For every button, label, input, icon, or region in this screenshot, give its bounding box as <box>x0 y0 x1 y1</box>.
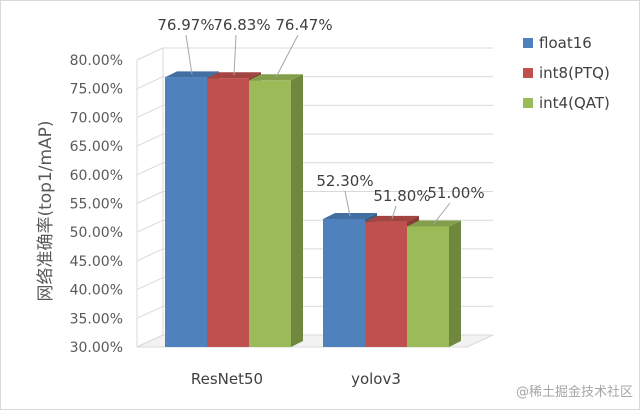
bar-front <box>365 221 407 347</box>
x-tick-labels: ResNet50 yolov3 <box>191 370 401 388</box>
y-tick-label: 75.00% <box>70 82 123 98</box>
data-label: 76.47% <box>275 16 332 34</box>
gridline-side <box>136 191 164 204</box>
data-label: 51.80% <box>373 187 430 205</box>
leader-line <box>275 34 299 78</box>
y-tick-label: 45.00% <box>70 254 123 270</box>
data-label: 76.97% <box>157 16 214 34</box>
gridline-side <box>136 76 164 90</box>
bar-front <box>249 80 291 347</box>
gridline-side <box>136 104 164 118</box>
y-tick-label: 30.00% <box>70 340 123 356</box>
legend-swatch <box>523 68 533 78</box>
bar <box>249 74 303 347</box>
leader-line <box>344 190 351 217</box>
leader-line <box>233 34 237 76</box>
gridline-side <box>136 248 164 262</box>
legend-label: int8(PTQ) <box>539 64 610 82</box>
y-tick-label: 65.00% <box>70 139 123 155</box>
gridline-side <box>136 162 164 176</box>
y-tick-label: 70.00% <box>70 110 123 126</box>
bar-front <box>165 77 207 347</box>
legend-swatch <box>523 98 533 108</box>
leader-line <box>391 205 397 220</box>
bar-front <box>323 218 365 347</box>
bar <box>407 220 461 347</box>
bar-side <box>449 220 461 347</box>
gridline-side <box>136 277 164 291</box>
data-label: 52.30% <box>316 172 373 190</box>
legend-label: int4(QAT) <box>539 94 610 112</box>
leader-line <box>185 34 193 75</box>
y-tick-label: 50.00% <box>70 225 123 241</box>
legend-swatch <box>523 38 533 48</box>
y-tick-label: 35.00% <box>70 311 123 327</box>
leader-line <box>433 202 451 224</box>
y-tick-labels: 30.00% 35.00% 40.00% 45.00% 50.00% 55.00% 60.0… <box>70 53 123 356</box>
gridline-side <box>136 305 164 319</box>
data-label: 76.83% <box>213 16 270 34</box>
gridline-side <box>136 133 164 147</box>
data-label: 51.00% <box>427 184 484 202</box>
x-tick-label: yolov3 <box>351 370 401 388</box>
legend: float16 int8(PTQ) int4(QAT) <box>523 34 610 112</box>
y-tick-label: 40.00% <box>70 283 123 299</box>
gridline-side <box>136 219 164 233</box>
y-axis-label: 网络准确率(top1/mAP) <box>36 120 56 301</box>
bars <box>165 71 461 347</box>
y-tick-label: 60.00% <box>70 168 123 184</box>
bar-front <box>407 226 449 347</box>
y-tick-label: 80.00% <box>70 53 123 69</box>
legend-label: float16 <box>539 34 592 52</box>
watermark-text: @稀土掘金技术社区 <box>516 384 633 400</box>
bar-front <box>207 78 249 347</box>
x-tick-label: ResNet50 <box>191 370 263 388</box>
bar-side <box>291 74 303 347</box>
y-tick-label: 55.00% <box>70 197 123 213</box>
data-labels: 76.97% 52.30% 76.83% 51.80% 76.47% 51.00% <box>157 16 485 224</box>
gridline-side <box>136 47 164 61</box>
